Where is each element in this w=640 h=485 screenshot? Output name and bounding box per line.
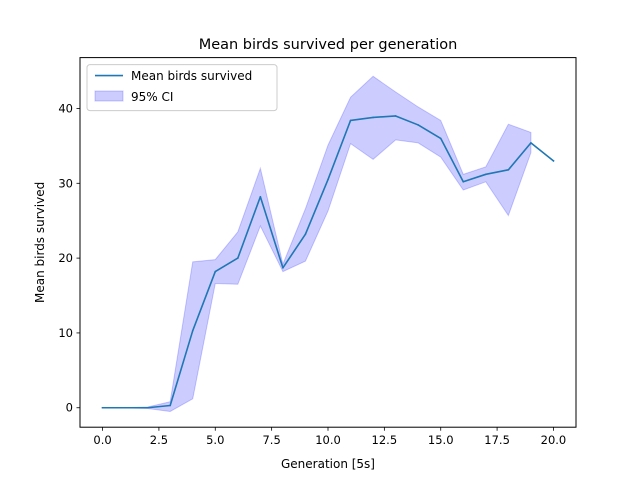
data-point [394,115,397,117]
data-point [214,270,217,273]
data-point [372,116,374,119]
data-point [191,329,194,332]
y-tick-label: 30 [58,176,73,190]
x-tick-label: 10.0 [315,433,341,447]
data-point [237,257,239,259]
legend-label-mean: Mean birds survived [131,69,252,83]
y-tick-label: 10 [58,326,73,340]
legend-label-ci: 95% CI [131,90,173,104]
x-tick-label: 17.5 [484,433,510,447]
y-tick-label: 20 [58,251,73,265]
data-point [146,406,149,409]
data-point [327,178,329,181]
x-tick-label: 5.0 [206,433,224,447]
data-point [462,181,465,183]
data-point [485,173,487,176]
x-tick-label: 15.0 [428,433,454,447]
data-point [259,195,262,198]
data-point [282,267,284,269]
chart-title: Mean birds survived per generation [199,37,458,53]
data-point [552,160,555,162]
x-tick-label: 0.0 [93,433,111,447]
y-axis-label: Mean birds survived [33,182,47,303]
plot-content [101,75,555,413]
x-tick-label: 2.5 [150,433,168,447]
x-tick-label: 12.5 [372,433,398,447]
x-tick-label: 20.0 [541,433,567,447]
x-axis: 0.0 2.5 5.0 7.5 10.0 12.5 15.0 17.5 20.0 [93,427,566,447]
data-point [101,406,104,409]
y-tick-label: 0 [66,401,73,415]
data-point [417,124,419,126]
x-axis-label: Generation [5s] [281,457,375,471]
data-point [349,119,352,122]
legend: Mean birds survived 95% CI [86,64,278,112]
legend-ci-swatch [94,90,124,102]
data-point [439,137,442,140]
x-tick-label: 7.5 [262,433,280,447]
data-point [507,169,510,171]
y-tick-label: 40 [58,101,73,115]
legend-box [86,64,278,112]
data-point [124,406,126,409]
data-point [304,233,307,235]
data-point [530,142,532,144]
y-axis: 0 10 20 30 40 [58,101,80,415]
data-point [169,404,171,407]
